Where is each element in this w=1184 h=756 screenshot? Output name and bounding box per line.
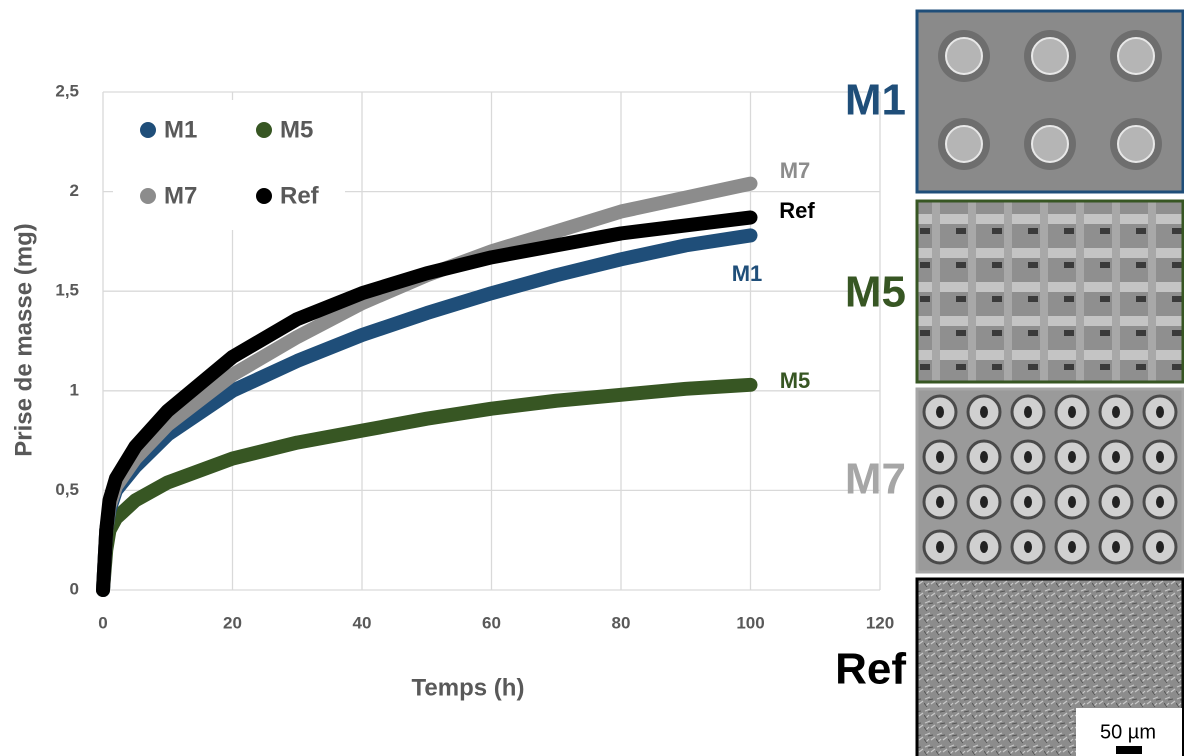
legend-marker (256, 188, 272, 204)
legend-label: M1 (164, 116, 197, 143)
legend-box (113, 100, 345, 230)
panel-label: Ref (835, 645, 906, 694)
y-tick-label: 0 (70, 579, 79, 598)
y-tick-label: 0,5 (55, 480, 79, 499)
series-line (96, 210, 758, 597)
x-tick-label: 100 (736, 613, 764, 632)
legend-label: Ref (280, 182, 320, 209)
x-tick-label: 40 (353, 613, 372, 632)
scale-bar-label: 50 µm (1100, 721, 1156, 743)
y-tick-label: 1 (70, 380, 79, 399)
y-tick-label: 1,5 (55, 281, 79, 300)
scale-bar (1116, 746, 1142, 754)
panel-label: M5 (845, 268, 906, 317)
y-axis-label: Prise de masse (mg) (10, 223, 37, 456)
sem-image (915, 199, 1184, 384)
sem-image (915, 387, 1184, 574)
panel-label: M1 (845, 76, 906, 125)
y-tick-label: 2,5 (55, 81, 79, 100)
series-end-label: M5 (780, 368, 811, 393)
panel-label: M7 (845, 455, 906, 504)
x-axis-label: Temps (h) (412, 674, 525, 701)
x-tick-label: 80 (612, 613, 631, 632)
legend-label: M5 (280, 116, 313, 143)
x-tick-label: 20 (223, 613, 242, 632)
x-tick-label: 120 (866, 613, 894, 632)
sem-image (915, 9, 1184, 194)
legend-marker (140, 188, 156, 204)
image-panels: 50 µm (915, 9, 1184, 756)
x-tick-label: 0 (98, 613, 107, 632)
legend-label: M7 (164, 182, 197, 209)
series-end-label: M7 (780, 158, 811, 183)
series-end-label: M1 (732, 261, 763, 286)
legend-marker (140, 122, 156, 138)
legend-marker (256, 122, 272, 138)
x-tick-label: 60 (482, 613, 501, 632)
series-end-label: Ref (779, 198, 815, 223)
y-tick-label: 2 (70, 181, 79, 200)
